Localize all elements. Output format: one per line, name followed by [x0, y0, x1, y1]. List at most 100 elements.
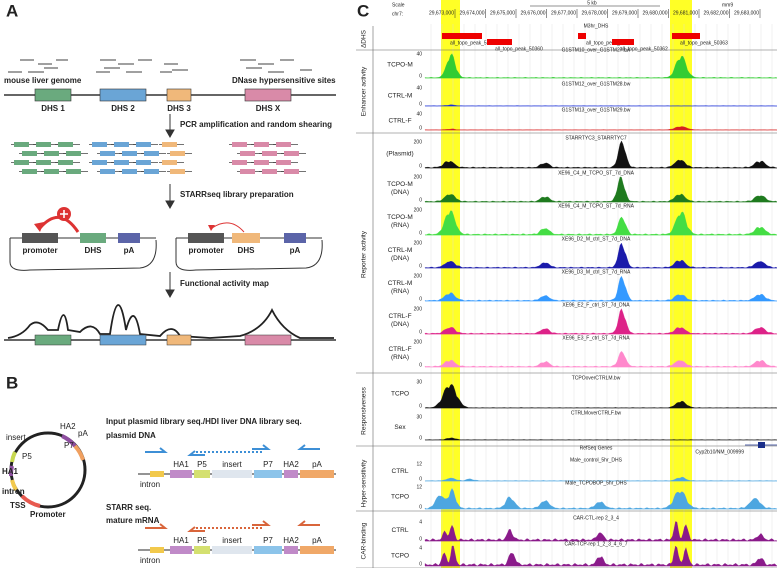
dhs-label: DHS 3 — [167, 104, 191, 113]
signal — [424, 126, 777, 131]
signal — [424, 275, 777, 302]
fragment — [240, 151, 255, 156]
plasmid-label: P7 — [64, 441, 74, 450]
fragment — [100, 169, 115, 174]
panel-a: A mouse liver genome DNase hypersensitiv… — [4, 1, 336, 346]
dhs-box — [244, 88, 292, 102]
panel-c: C Scale chr7: 5 kb mm9 29,673,000 29,674,000 2… — [356, 0, 777, 568]
track-max: 30 — [416, 379, 422, 385]
coord-label: 29,673,000 — [429, 10, 454, 16]
fragment — [240, 169, 255, 174]
segment-label: insert — [222, 536, 242, 545]
segment-label: P7 — [263, 460, 273, 469]
plasmid-label: pA — [78, 429, 88, 438]
segment-label: HA2 — [283, 460, 299, 469]
coord-label: 29,675,000 — [490, 10, 515, 16]
panel-b: B HA2 pA P7 insert P5 HA1 intron TSS Pro… — [2, 373, 336, 565]
fragment — [232, 142, 247, 147]
construct-label: pA — [124, 246, 135, 255]
primer — [187, 526, 205, 532]
construct-label: promoter — [22, 246, 57, 255]
peak-name: all_topo_peak_50360 — [495, 46, 543, 52]
coord-label: 29,674,000 — [459, 10, 484, 16]
fragment — [122, 169, 137, 174]
dhs-box — [34, 334, 72, 346]
library-subtitle: plasmid DNA — [106, 431, 156, 440]
dhs-label: DHS X — [256, 104, 281, 113]
dhs-box — [80, 233, 106, 243]
track-min: 0 — [419, 197, 422, 203]
construct-segment — [284, 546, 298, 554]
fragment — [36, 160, 51, 165]
plasmid-label: HA1 — [2, 467, 19, 476]
fragment — [92, 142, 107, 147]
peak-name: all_topo_peak_50363 — [680, 40, 728, 46]
track-name: CAR-TCP-rep 1_2_3_4_6_7 — [564, 541, 627, 547]
track-min: 0 — [419, 504, 422, 510]
dhs-label: DHS 1 — [41, 104, 65, 113]
fragment — [22, 169, 37, 174]
track-label: TCPO-M — [387, 181, 413, 188]
construct-segment — [194, 470, 210, 478]
plasmid-segment — [61, 434, 77, 448]
step-label: Functional activity map — [180, 279, 269, 288]
track-label: (RNA) — [391, 222, 409, 229]
peak-name: all_topo_peak_50362 — [620, 46, 668, 52]
panel-label: A — [6, 1, 18, 20]
track-label: TCPO — [391, 494, 409, 501]
fragment — [170, 169, 185, 174]
fragment — [122, 151, 137, 156]
track-min: 0 — [419, 163, 422, 169]
activity-arrow — [38, 216, 80, 233]
track-min: 0 — [419, 403, 422, 409]
fragment — [114, 142, 129, 147]
track-label: (Plasmid) — [386, 151, 413, 158]
activity-map — [7, 304, 334, 339]
fragment — [44, 169, 59, 174]
track-name: M3hr_DHS — [584, 23, 609, 29]
signal — [424, 545, 777, 567]
fragment — [136, 160, 151, 165]
fragment — [66, 169, 81, 174]
dhs-box — [166, 334, 192, 346]
construct-segment — [284, 470, 298, 478]
track-name: STARRTYC3_STARRTYC7 — [565, 135, 627, 141]
fragment — [144, 151, 159, 156]
fragment — [232, 160, 247, 165]
track-name: XE96_C4_M_TCPO_ST_7d_DNA — [558, 170, 635, 176]
panel-label: B — [6, 373, 18, 392]
fragment — [58, 160, 73, 165]
segment-label: pA — [312, 536, 322, 545]
fragment — [92, 160, 107, 165]
construct-segment — [194, 546, 210, 554]
library-subtitle: mature mRNA — [106, 516, 160, 525]
plasmid-label: HA2 — [60, 422, 76, 431]
fragment — [170, 151, 185, 156]
segment-label: P7 — [263, 536, 273, 545]
segment-label: HA1 — [173, 460, 189, 469]
track-name: Male_TCPOBOP_5hr_DHS — [565, 480, 627, 486]
primer — [252, 520, 271, 526]
signal — [424, 242, 777, 269]
plus — [60, 210, 68, 218]
construct-segment — [254, 546, 282, 554]
track-max: 12 — [416, 461, 422, 467]
group-label: Hyper-sensitivity — [361, 459, 368, 507]
coord-label: 29,683,000 — [734, 10, 759, 16]
plasmid-segment — [8, 465, 14, 477]
track-name: XE96_E3_F_ctrl_ST_7d_RNA — [562, 335, 630, 341]
construct-label: DHS — [238, 246, 256, 255]
fragment — [284, 151, 299, 156]
segment-label: P5 — [197, 460, 207, 469]
track-label: TCPO-M — [387, 62, 413, 69]
assembly-label: mm9 — [722, 2, 733, 8]
track-min: 0 — [419, 435, 422, 441]
track-label: (DNA) — [391, 321, 409, 328]
sites-label: DNase hypersensitive sites — [232, 76, 336, 85]
signal — [424, 437, 777, 441]
track-max: 4 — [419, 545, 422, 551]
signal — [424, 210, 777, 236]
highlight — [441, 0, 460, 568]
track-name: CAR-CTL-rep 2_3_4 — [573, 515, 619, 521]
